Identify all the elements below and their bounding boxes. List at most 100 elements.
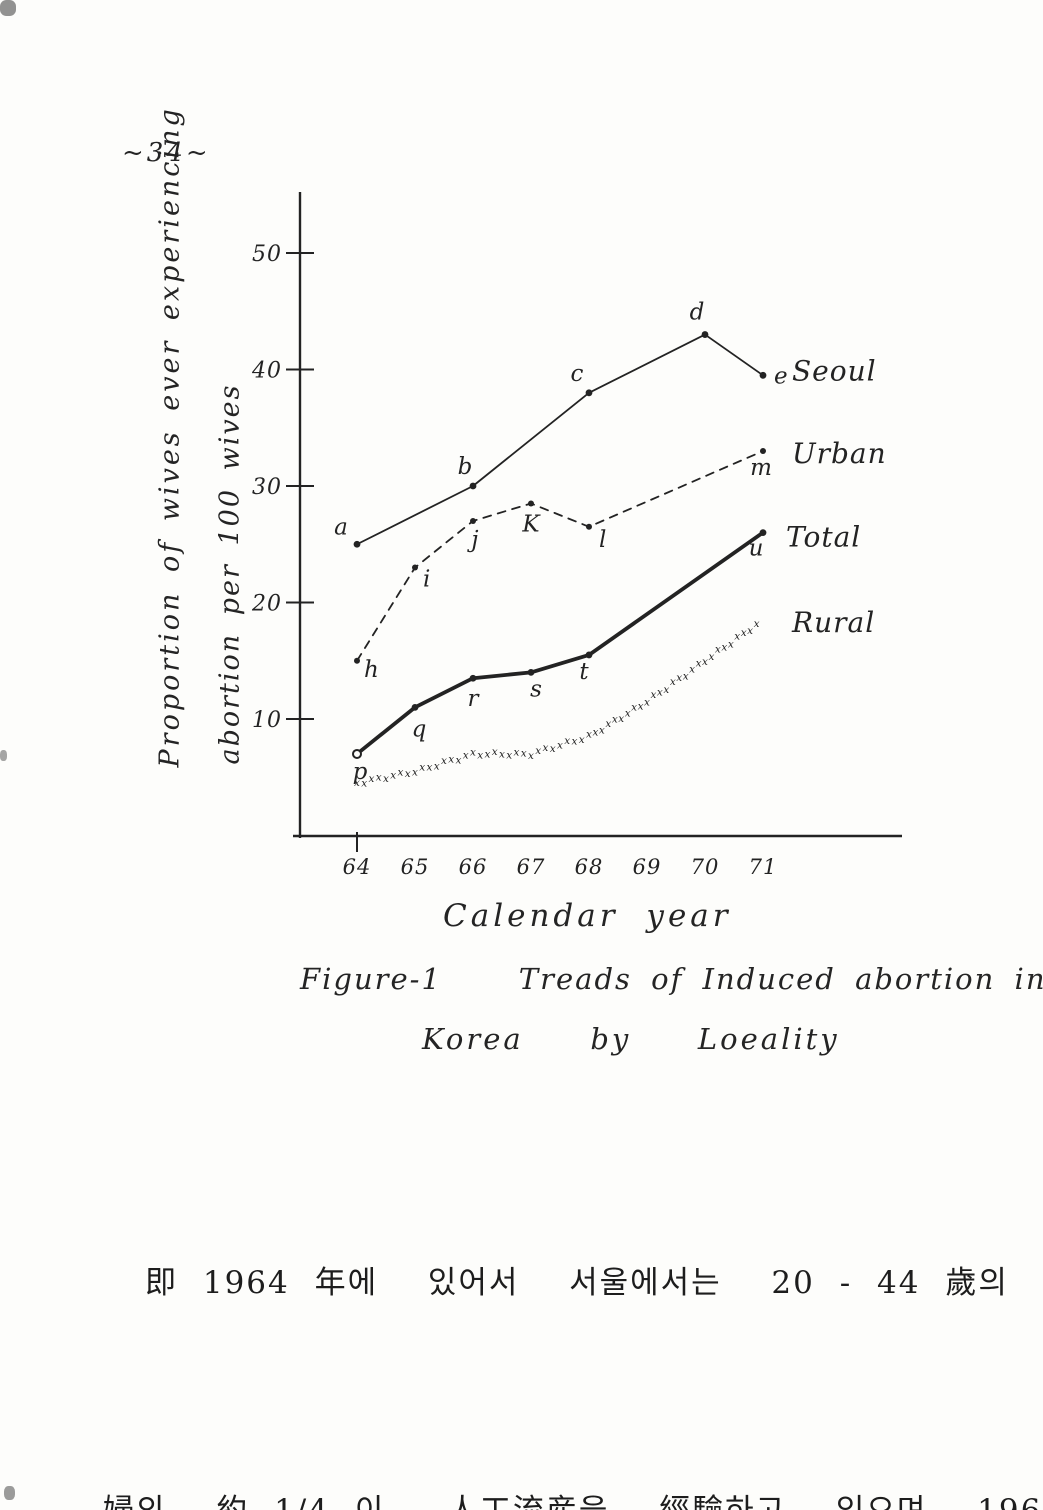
point-label-m: m bbox=[750, 455, 772, 481]
rural-x-mark: x bbox=[456, 754, 462, 766]
rural-x-mark: x bbox=[676, 672, 682, 684]
rural-x-mark: x bbox=[708, 651, 714, 663]
rural-x-mark: x bbox=[448, 754, 454, 766]
series-urban-point bbox=[528, 500, 534, 507]
point-label-q: q bbox=[412, 716, 427, 742]
point-label-b: b bbox=[458, 454, 473, 480]
rural-x-mark: x bbox=[441, 755, 447, 767]
series-urban-point bbox=[412, 564, 418, 571]
rural-x-mark: x bbox=[477, 749, 483, 761]
scan-speck bbox=[0, 0, 16, 16]
rural-x-mark: x bbox=[644, 697, 650, 709]
rural-x-mark: x bbox=[728, 638, 734, 650]
rural-x-mark: x bbox=[605, 718, 611, 730]
rural-x-mark: x bbox=[528, 750, 534, 762]
point-label-d: d bbox=[690, 300, 705, 326]
series-urban-point bbox=[760, 448, 766, 455]
y-tick-label: 10 bbox=[252, 708, 282, 733]
x-tick-label: 67 bbox=[517, 855, 546, 879]
series-seoul-point bbox=[701, 331, 709, 338]
rural-x-mark: x bbox=[689, 664, 695, 676]
point-label-p: p bbox=[353, 759, 368, 785]
point-label-j: j bbox=[466, 527, 478, 553]
point-label-s: s bbox=[530, 676, 542, 702]
y-tick-label: 20 bbox=[251, 592, 282, 617]
rural-x-mark: x bbox=[557, 740, 563, 752]
rural-x-mark: x bbox=[390, 770, 396, 782]
point-label-r: r bbox=[468, 686, 481, 712]
rural-x-mark: x bbox=[470, 746, 476, 758]
rural-x-mark: x bbox=[485, 749, 491, 761]
point-label-t: t bbox=[579, 659, 589, 685]
series-total-point bbox=[469, 674, 477, 682]
series-urban-point bbox=[470, 517, 476, 524]
rural-x-mark: x bbox=[592, 726, 598, 738]
series-seoul-point bbox=[353, 540, 361, 548]
rural-x-mark: x bbox=[696, 657, 702, 669]
rural-x-mark: x bbox=[514, 746, 520, 758]
x-tick-label: 66 bbox=[459, 855, 488, 879]
rural-x-mark: x bbox=[499, 749, 505, 761]
body-line-1: 即 1964 年에 있어서 서울에서는 20 - 44 歲의 既婚 bbox=[145, 1265, 1043, 1301]
series-seoul-point bbox=[759, 371, 767, 379]
body-line-2: 婦의 約 1/4 이, 人工流産을 經驗하고 있으며 1966 年 bbox=[103, 1473, 1043, 1510]
x-tick-label: 71 bbox=[749, 855, 778, 879]
rural-x-mark: x bbox=[670, 676, 676, 688]
abortion-trends-chart: 50 40 30 20 10 64 65 66 67 68 69 70 71 a b c d e Seoul h i j K… bbox=[251, 192, 902, 879]
rural-x-mark: x bbox=[683, 670, 689, 682]
point-label-c: c bbox=[571, 361, 584, 387]
rural-x-mark: x bbox=[550, 743, 556, 755]
rural-x-mark: x bbox=[383, 773, 389, 785]
rural-x-mark: x bbox=[702, 656, 708, 668]
x-tick-label: 70 bbox=[691, 855, 720, 879]
point-label-u: u bbox=[749, 536, 764, 562]
rural-x-mark: x bbox=[572, 736, 578, 748]
series-total-point bbox=[411, 703, 419, 711]
rural-x-mark: x bbox=[625, 707, 631, 719]
rural-x-mark: x bbox=[369, 773, 375, 785]
point-label-i: i bbox=[423, 567, 430, 593]
series-urban-point bbox=[586, 523, 592, 530]
series-seoul-point bbox=[585, 389, 593, 397]
rural-x-mark: x bbox=[734, 631, 740, 643]
x-axis-label: Calendar year bbox=[443, 898, 732, 934]
rural-x-mark: x bbox=[535, 745, 541, 757]
figure-caption-line1: Figure-1 Treads of Induced abortion in bbox=[300, 962, 1043, 996]
rural-x-mark: x bbox=[564, 735, 570, 747]
legend-seoul: Seoul bbox=[792, 354, 877, 387]
rural-x-mark: x bbox=[434, 761, 440, 773]
series-seoul-line bbox=[356, 333, 764, 546]
rural-x-mark: x bbox=[376, 772, 382, 784]
rural-x-mark: x bbox=[543, 742, 549, 754]
rural-x-mark: x bbox=[506, 750, 512, 762]
x-tick-label: 65 bbox=[401, 855, 430, 879]
page-number: ~34~ bbox=[122, 138, 211, 168]
series-total-point bbox=[585, 651, 593, 659]
rural-x-mark: x bbox=[612, 714, 618, 726]
rural-x-mark: x bbox=[599, 725, 605, 737]
series-total-point bbox=[352, 748, 362, 759]
rural-x-mark: x bbox=[521, 747, 527, 759]
series-total-point bbox=[759, 529, 767, 536]
rural-x-mark: x bbox=[586, 729, 592, 741]
rural-x-mark: x bbox=[638, 701, 644, 713]
series-urban-point bbox=[354, 657, 360, 664]
rural-x-mark: x bbox=[427, 761, 433, 773]
rural-x-mark: x bbox=[754, 618, 760, 630]
y-tick-label: 30 bbox=[252, 475, 282, 500]
rural-x-mark: x bbox=[741, 627, 747, 639]
point-label-l: l bbox=[599, 527, 606, 553]
rural-x-mark: x bbox=[463, 750, 469, 762]
scan-speck bbox=[4, 1486, 15, 1500]
legend-rural: Rural bbox=[791, 606, 875, 639]
rural-x-mark: x bbox=[419, 761, 425, 773]
rural-x-mark: x bbox=[663, 684, 669, 696]
x-tick-label: 64 bbox=[343, 855, 372, 879]
rural-x-mark: x bbox=[715, 644, 721, 656]
x-tick-label: 69 bbox=[633, 855, 662, 879]
y-tick-label: 40 bbox=[251, 359, 282, 384]
rural-x-mark: x bbox=[492, 746, 498, 758]
point-label-a: a bbox=[334, 514, 348, 540]
series-total-line bbox=[355, 530, 765, 756]
